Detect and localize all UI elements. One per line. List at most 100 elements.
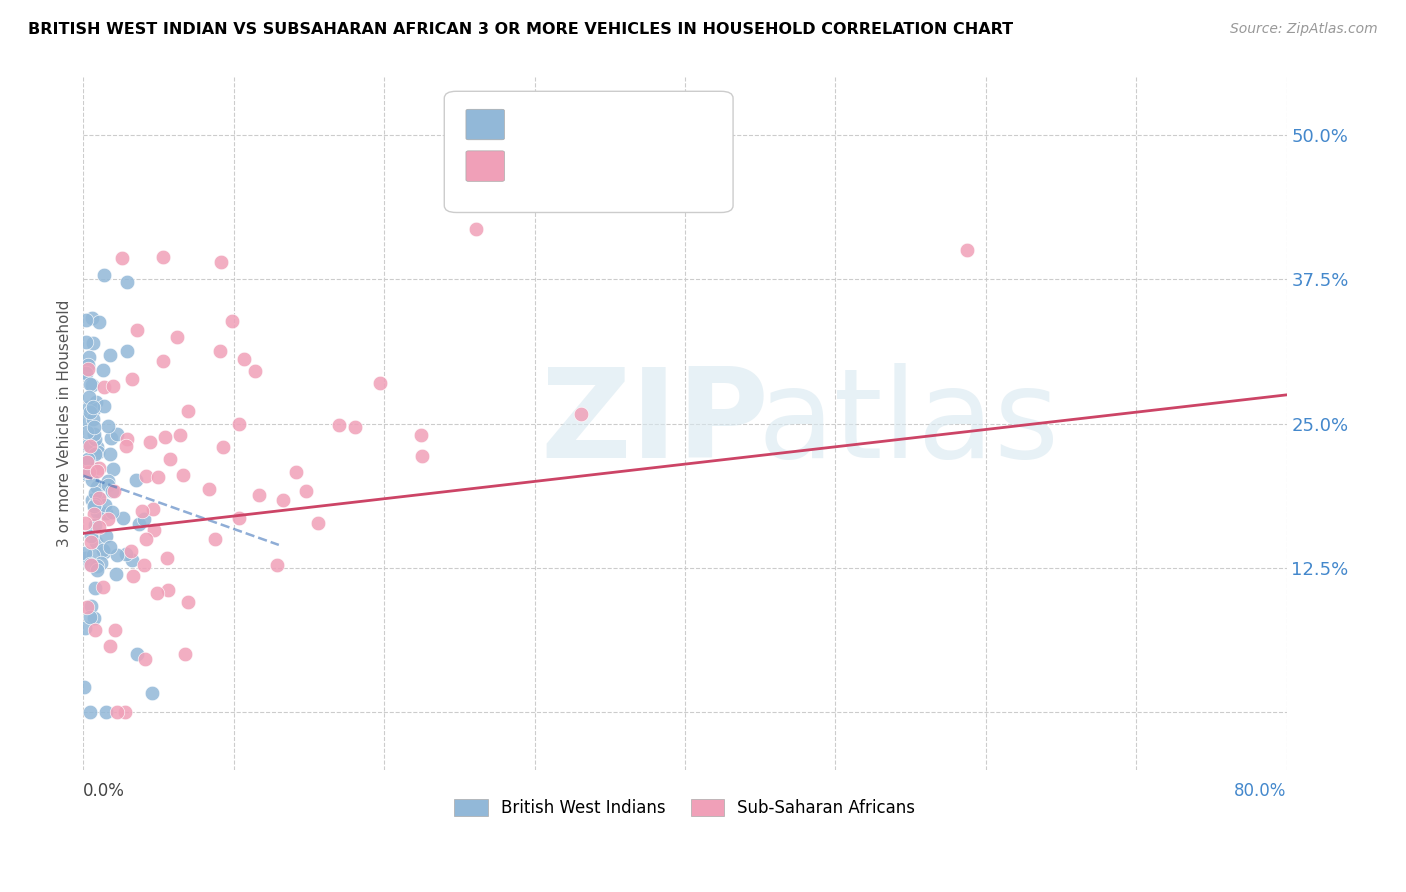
Point (76, 437, 98, 451)
Point (101, 462, 124, 476)
Point (77, 465, 100, 479)
Point (90, 556, 112, 570)
Point (83, 499, 105, 513)
Point (80, 473, 103, 487)
Point (82, 412, 104, 426)
Point (76, 361, 98, 376)
Point (132, 558, 155, 572)
Point (105, 566, 128, 581)
Point (76, 599, 98, 614)
Text: R =: R = (513, 155, 558, 173)
Point (94, 506, 117, 520)
Point (204, 532, 226, 546)
Point (124, 474, 146, 488)
Point (73, 516, 96, 530)
Point (105, 706, 128, 720)
Point (121, 553, 143, 567)
Point (79, 405, 101, 419)
Point (77, 351, 100, 365)
Text: 80.0%: 80.0% (1234, 781, 1286, 799)
Point (97, 474, 120, 488)
Point (93, 545, 115, 559)
Point (91, 542, 114, 557)
Point (159, 451, 181, 466)
Point (83, 623, 105, 637)
Point (172, 468, 194, 483)
Point (155, 551, 177, 566)
Point (96, 529, 118, 543)
Point (80, 599, 103, 614)
Point (86, 445, 108, 459)
Text: 0.256: 0.256 (555, 155, 612, 173)
Text: N =: N = (631, 112, 671, 129)
Point (135, 468, 157, 483)
Point (284, 465, 307, 479)
Point (73, 621, 96, 635)
Point (79, 439, 101, 453)
Point (228, 417, 250, 432)
Point (101, 483, 124, 498)
Point (93, 268, 115, 282)
Point (569, 407, 592, 421)
Point (121, 372, 143, 386)
Point (169, 428, 191, 442)
FancyBboxPatch shape (465, 110, 505, 140)
Point (91, 363, 114, 377)
Point (134, 652, 156, 666)
Point (83, 500, 105, 514)
Text: atlas: atlas (758, 363, 1059, 484)
Point (295, 484, 318, 499)
Point (103, 484, 125, 499)
Point (72, 454, 94, 468)
Point (87, 520, 110, 534)
Point (105, 426, 128, 441)
Point (89, 315, 111, 329)
Point (233, 352, 256, 367)
Point (127, 323, 149, 337)
Point (84, 447, 107, 461)
Point (86, 558, 108, 573)
Point (82, 548, 104, 562)
Text: 91: 91 (672, 112, 697, 129)
Point (77, 359, 100, 373)
Point (465, 222, 488, 236)
Point (142, 501, 165, 516)
Point (132, 512, 155, 526)
Point (100, 431, 122, 445)
Point (76, 455, 98, 469)
Point (135, 532, 157, 546)
Point (146, 585, 169, 599)
Point (197, 482, 219, 496)
Point (956, 244, 979, 258)
Point (82, 400, 104, 414)
Point (73, 550, 96, 565)
Point (411, 427, 433, 442)
Point (101, 379, 124, 393)
Point (86, 464, 108, 478)
Point (156, 583, 179, 598)
Text: -0.150: -0.150 (555, 112, 620, 129)
FancyBboxPatch shape (465, 151, 505, 181)
Point (83, 485, 105, 500)
Point (73, 546, 96, 560)
Point (73, 680, 96, 694)
Point (177, 403, 200, 417)
Point (89, 460, 111, 475)
Point (98, 639, 121, 653)
Point (80, 558, 103, 572)
Point (271, 492, 294, 507)
Point (128, 516, 150, 531)
Point (344, 420, 367, 434)
Text: ZIP: ZIP (540, 363, 769, 484)
Y-axis label: 3 or more Vehicles in Household: 3 or more Vehicles in Household (58, 300, 72, 548)
Point (76, 467, 98, 481)
Point (228, 510, 250, 524)
Point (82, 461, 104, 475)
Point (115, 275, 138, 289)
Point (111, 251, 134, 265)
Point (139, 435, 162, 450)
Point (101, 505, 124, 519)
Point (77, 391, 100, 405)
Text: N =: N = (631, 155, 671, 173)
Point (307, 516, 329, 530)
